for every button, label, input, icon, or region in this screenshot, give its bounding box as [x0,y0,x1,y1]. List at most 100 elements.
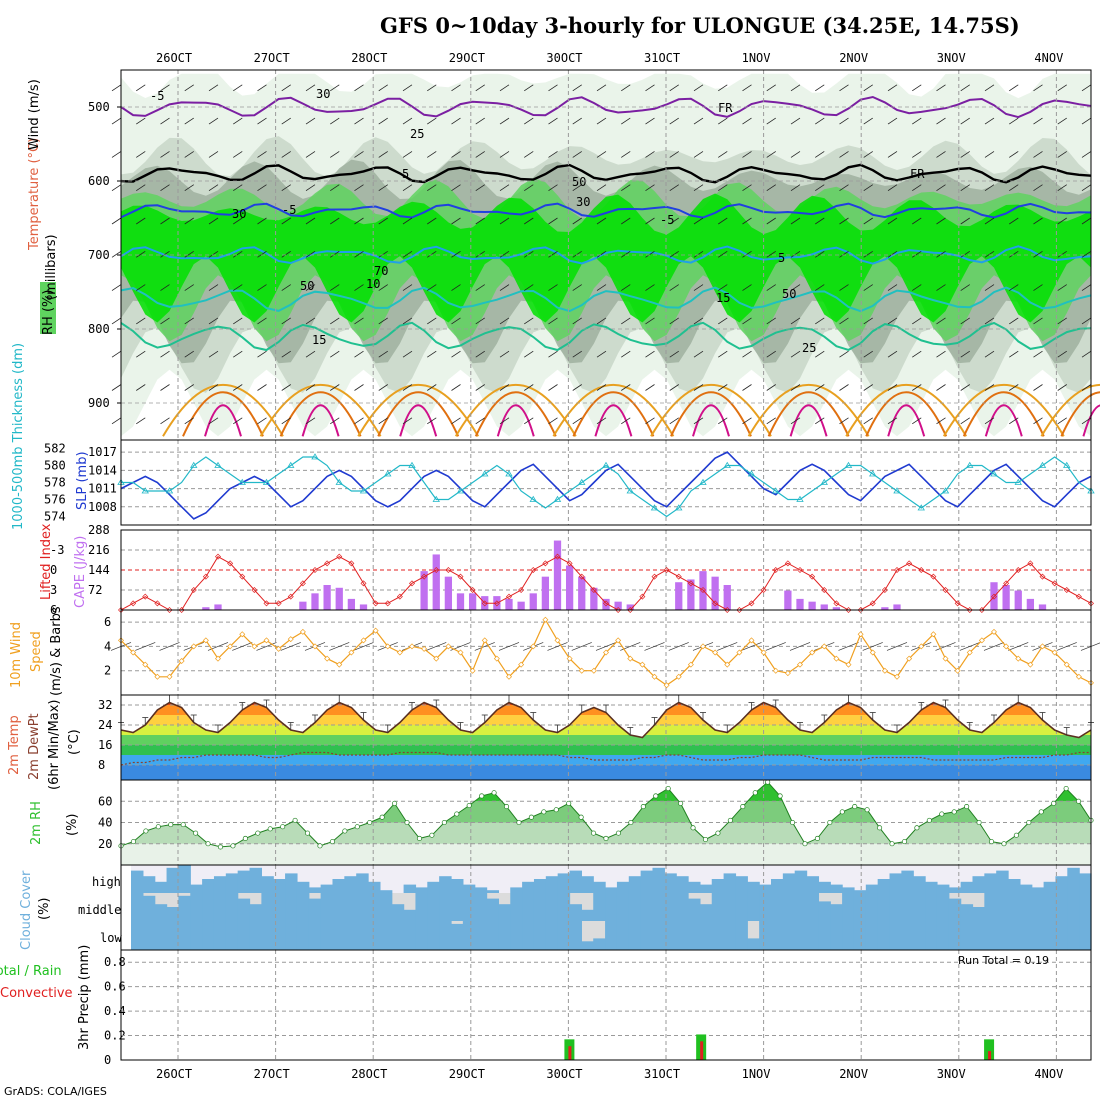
cloud-bar [830,921,843,950]
cloud-bar [332,879,345,893]
li-marker [651,573,658,580]
wind-marker [748,637,755,644]
li-marker [869,600,876,607]
wind-marker [445,643,452,650]
wind-barb [718,384,728,391]
wind-barb [815,117,825,125]
wind-barb [475,84,485,92]
li-marker [566,560,573,567]
wind-barb [498,642,520,651]
precip-conv-bar [568,1046,572,1060]
cloud-bar [498,904,511,921]
wind-barb [693,217,704,225]
wind-barb [912,350,922,358]
cloud-bar [344,921,357,950]
rh-marker [988,839,995,845]
cloud-bar [273,879,286,893]
contour-label: -5 [660,213,674,227]
wind-barb [718,217,728,225]
cloud-bar [1055,921,1068,950]
wind-barb [111,84,122,92]
wind-barb [499,350,510,358]
wind-barb [1009,184,1019,192]
cloud-bar [320,893,334,921]
x-date-bottom: 4NOV [1034,1067,1063,1081]
wind-barb [378,250,388,258]
wind-barb [524,350,534,358]
wind-barb [669,117,679,125]
x-date-top: 29OCT [449,51,485,65]
wind-barb [330,151,340,158]
cloud-bar [320,884,334,893]
cloud-bar [308,887,322,893]
wind-barb [1057,84,1067,92]
cloud-layer-high: high [92,875,121,889]
rh-marker [304,830,311,836]
wind-barb [354,317,364,325]
x-date-bottom: 27OCT [254,1067,290,1081]
cloud-bar [225,873,239,893]
cape-bar [1026,598,1035,610]
contour-label: 15 [312,333,326,347]
wind-barb [839,317,849,325]
wind-barb [427,84,437,92]
cloud-bar [889,893,902,921]
rh-marker [503,804,510,810]
wind-marker [881,667,888,674]
thickness-marker [626,487,634,494]
wind-barb [524,284,534,291]
wind-barb [887,117,898,125]
cloud-bar [581,909,594,921]
wind-barb [160,417,170,425]
wind-barb [160,84,170,92]
wind-barb [402,217,413,225]
li-marker [797,567,803,573]
wind-barb [208,417,219,425]
rh-marker [1076,798,1082,804]
x-axis-top: 26OCT 27OCT 28OCT 29OCT 30OCT 31OCT 1NOV 2NOV 3N… [156,51,1063,65]
temp-ytick-label: 24 [98,718,112,732]
thickness-marker [966,461,974,468]
precip-ytick-label: 0 [104,1053,111,1067]
cloud-bar [285,873,298,893]
wind-barb [1057,117,1067,125]
cloud-bar [628,893,642,921]
wind-barb [475,350,485,358]
wind-barb [960,217,970,225]
wind-barb [160,350,170,358]
cloud-bar [225,893,239,921]
wind-barb [427,317,437,325]
thickness-marker [917,504,925,511]
wind-barb [305,350,316,358]
wind-barb [184,284,194,291]
cloud-ylabel-1: Cloud Cover [19,870,34,950]
wind-barb [1057,250,1067,258]
chart-title: GFS 0~10day 3-hourly for ULONGUE (34.25E… [380,13,1020,38]
wind-barb [912,284,922,291]
wind-barb [1081,317,1092,325]
thickness-marker [1014,478,1022,485]
cloud-bar [510,887,523,893]
wind-barb [839,284,849,291]
cloud-bar [747,893,760,921]
thickness-marker [1038,461,1047,468]
cape-bar [1014,590,1022,610]
wind-ytick-label: 2 [104,664,111,678]
cape-bar [784,590,792,610]
temp-ylabel-3: (6hr Min/Max) [47,700,62,790]
wind-barb [451,117,461,125]
cloud-bar [735,921,748,950]
cloud-bar [415,887,428,893]
cloud-bar [605,887,618,893]
wind-barb [887,184,898,192]
wind-barb [572,350,582,358]
wind-marker [215,655,221,662]
wind-barb [1081,84,1092,92]
li-marker [1015,567,1022,573]
x-date-bottom: 26OCT [156,1067,192,1081]
li-marker [421,573,428,580]
rh-marker [889,841,895,847]
cloud-ylabels: Cloud Cover (%) high middle low [19,870,122,950]
wind-barb [669,384,679,391]
contour-label: 30 [316,87,330,101]
